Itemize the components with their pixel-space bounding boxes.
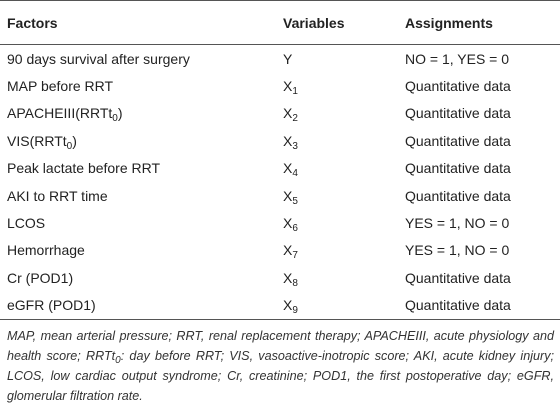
subscript: 8 [292,277,298,289]
table-cell: Y [276,45,398,73]
table-cell: 90 days survival after surgery [0,45,276,73]
table-cell: X2 [276,100,398,127]
text: Quantitative data [405,187,511,204]
table-cell: VIS(RRTt0) [0,127,276,154]
header-row: Factors Variables Assignments [0,0,560,45]
table-cell: LCOS [0,209,276,236]
subscript: 6 [292,223,298,235]
text: MAP, mean arterial pressure; RRT, renal … [7,328,554,363]
subscript: 0 [112,113,118,125]
table-cell: Quantitative data [398,264,560,291]
table-cell: Quantitative data [398,72,560,99]
table-row: VIS(RRTt0) X3 Quantitative data [0,127,560,154]
text: ) [72,132,77,149]
text: Hemorrhage [7,242,85,259]
text: Quantitative data [405,78,511,95]
table-row: Hemorrhage X7 YES = 1, NO = 0 [0,237,560,264]
text: Peak lactate before RRT [7,160,161,177]
table-cell: Cr (POD1) [0,264,276,291]
table-cell: NO = 1, YES = 0 [398,45,560,73]
table-cell: eGFR (POD1) [0,291,276,320]
table-row: APACHEIII(RRTt0) X2 Quantitative data [0,100,560,127]
table-row: LCOS X6 YES = 1, NO = 0 [0,209,560,236]
subscript: 1 [292,86,298,98]
text: Y [283,50,293,67]
text: Quantitative data [405,269,511,286]
text: X [283,242,293,259]
table-row: MAP before RRT X1 Quantitative data [0,72,560,99]
text: 90 days survival after surgery [7,50,190,67]
text: X [283,215,293,232]
table-cell: X9 [276,291,398,320]
table-cell: Hemorrhage [0,237,276,264]
text: Cr (POD1) [7,269,74,286]
table-row: Cr (POD1) X8 Quantitative data [0,264,560,291]
table-cell: X8 [276,264,398,291]
text: Quantitative data [405,297,511,314]
text: Quantitative data [405,132,511,149]
header-cell: Variables [276,0,398,45]
text: X [283,132,293,149]
text: AKI to RRT time [7,187,108,204]
text: MAP before RRT [7,78,114,95]
text: ) [117,105,123,122]
table-row: 90 days survival after surgery Y NO = 1, Y… [0,45,560,73]
subscript: 2 [292,113,298,125]
table-cell: Quantitative data [398,155,560,182]
subscript: 5 [292,195,298,207]
subscript: 0 [66,140,73,152]
text: VIS(RRTt [7,132,67,149]
text: Quantitative data [405,105,511,122]
text: NO = 1, YES = 0 [405,50,510,67]
table-cell: X4 [276,155,398,182]
text: eGFR (POD1) [7,297,96,314]
table-cell: X3 [276,127,398,154]
table-row: eGFR (POD1) X9 Quantitative data [0,291,560,320]
text: X [283,105,293,122]
text: LCOS [7,215,46,232]
text: YES = 1, NO = 0 [405,242,510,259]
header-cell: Factors [0,0,276,45]
table-cell: Quantitative data [398,100,560,127]
table-cell: AKI to RRT time [0,182,276,209]
table-cell: MAP before RRT [0,72,276,99]
table-cell: YES = 1, NO = 0 [398,209,560,236]
table-cell: X5 [276,182,398,209]
text: X [283,269,293,286]
data-table: Factors Variables Assignments 90 days surv… [0,0,560,320]
text: APACHEIII(RRTt [7,105,113,122]
table-cell: APACHEIII(RRTt0) [0,100,276,127]
table-cell: Quantitative data [398,291,560,320]
table-cell: X1 [276,72,398,99]
table-row: Peak lactate before RRT X4 Quantitative da… [0,155,560,182]
table-cell: Quantitative data [398,127,560,154]
subscript: 4 [292,168,298,180]
table-cell: X7 [276,237,398,264]
text: X [283,297,293,314]
subscript: 7 [292,250,298,262]
header-cell: Assignments [398,0,560,45]
subscript: 0 [115,354,121,366]
text: X [283,160,293,177]
text: YES = 1, NO = 0 [405,215,510,232]
text: X [283,187,293,204]
table-cell: Peak lactate before RRT [0,155,276,182]
footnote: MAP, mean arterial pressure; RRT, renal … [0,320,560,406]
subscript: 3 [292,140,298,152]
table-cell: X6 [276,209,398,236]
subscript: 9 [292,305,298,317]
table-row: AKI to RRT time X5 Quantitative data [0,182,560,209]
text: X [283,78,293,95]
text: Quantitative data [405,160,511,177]
text: : day before RRT; VIS, vasoactive-inotro… [7,348,554,403]
table-cell: Quantitative data [398,182,560,209]
table-cell: YES = 1, NO = 0 [398,237,560,264]
table-body: 90 days survival after surgery Y NO = 1, Y… [0,45,560,320]
